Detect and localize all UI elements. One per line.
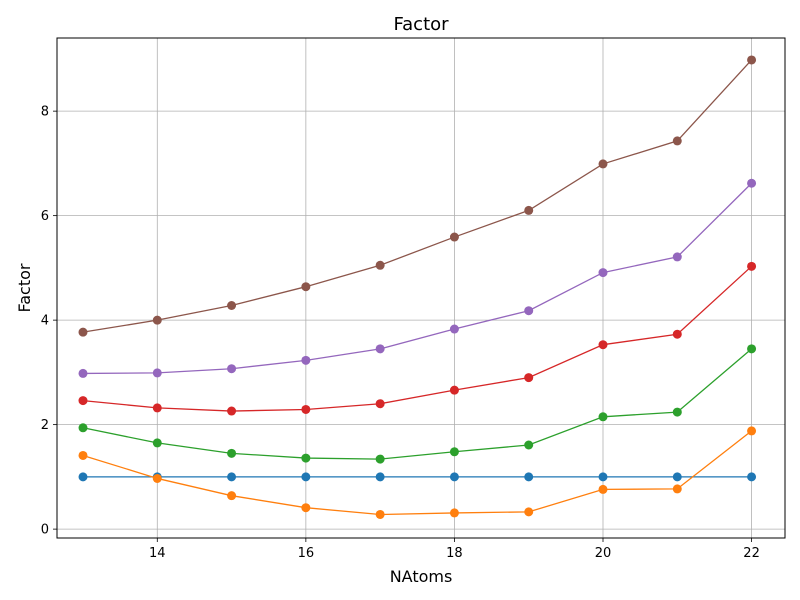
- y-axis-label: Factor: [15, 263, 34, 312]
- data-point: [747, 426, 757, 436]
- data-point: [78, 368, 88, 378]
- data-point: [449, 324, 459, 334]
- data-point: [78, 396, 88, 406]
- data-point: [301, 355, 311, 365]
- y-tick-label: 2: [41, 418, 49, 433]
- data-point: [672, 472, 682, 482]
- data-point: [672, 136, 682, 146]
- y-tick-label: 0: [41, 523, 49, 538]
- data-point: [227, 472, 237, 482]
- data-point: [598, 159, 608, 169]
- data-point: [524, 205, 534, 215]
- data-point: [524, 440, 534, 450]
- series-line: [82, 265, 753, 412]
- chart-title: Factor: [393, 14, 449, 35]
- y-tick-label: 8: [41, 105, 49, 120]
- data-point: [449, 447, 459, 457]
- grid: [57, 38, 785, 538]
- x-tick-label: 18: [446, 546, 463, 561]
- data-point: [375, 454, 385, 464]
- data-point: [375, 344, 385, 354]
- data-point: [524, 507, 534, 517]
- data-point: [375, 260, 385, 270]
- data-point: [598, 484, 608, 494]
- data-point: [747, 344, 757, 354]
- series-line: [82, 182, 753, 375]
- data-point: [449, 385, 459, 395]
- y-tick-label: 4: [41, 314, 49, 329]
- data-point: [375, 509, 385, 519]
- data-point: [227, 406, 237, 416]
- data-point: [375, 472, 385, 482]
- series-line: [82, 348, 752, 460]
- data-point: [375, 399, 385, 409]
- data-point: [301, 472, 311, 482]
- data-point: [227, 448, 237, 458]
- x-tick-label: 16: [298, 546, 315, 561]
- data-point: [78, 327, 88, 337]
- x-tick-label: 22: [743, 546, 760, 561]
- series-line: [82, 59, 753, 333]
- data-point: [301, 453, 311, 463]
- data-point: [78, 450, 88, 460]
- data-point: [227, 301, 237, 311]
- data-point: [524, 472, 534, 482]
- data-point: [152, 315, 162, 325]
- data-point: [524, 373, 534, 383]
- data-point: [672, 484, 682, 494]
- data-point: [301, 404, 311, 414]
- y-tick-label: 6: [41, 209, 49, 224]
- data-point: [747, 472, 757, 482]
- data-point: [598, 412, 608, 422]
- data-point: [598, 472, 608, 482]
- data-point: [672, 252, 682, 262]
- data-point: [598, 268, 608, 278]
- data-point: [152, 473, 162, 483]
- data-point: [747, 55, 757, 65]
- ticks: 14 16 18 20 22 0 2 4 6 8: [41, 105, 760, 561]
- series-line: [82, 430, 752, 516]
- data-point: [152, 368, 162, 378]
- data-point: [449, 472, 459, 482]
- data-point: [301, 503, 311, 513]
- data-point: [598, 340, 608, 350]
- series-2: [78, 426, 757, 519]
- series-group: [78, 55, 757, 519]
- data-point: [672, 407, 682, 417]
- data-point: [152, 403, 162, 413]
- data-point: [227, 364, 237, 374]
- series-6: [78, 55, 757, 337]
- x-axis-label: NAtoms: [390, 567, 453, 586]
- data-point: [301, 282, 311, 292]
- data-point: [152, 438, 162, 448]
- data-point: [524, 306, 534, 316]
- series-3: [78, 344, 757, 464]
- x-tick-label: 20: [595, 546, 612, 561]
- data-point: [449, 232, 459, 242]
- x-tick-label: 14: [149, 546, 166, 561]
- data-point: [227, 491, 237, 501]
- series-4: [78, 261, 757, 416]
- data-point: [449, 508, 459, 518]
- series-5: [78, 178, 757, 378]
- data-point: [78, 472, 88, 482]
- data-point: [672, 329, 682, 339]
- data-point: [747, 261, 757, 271]
- plot-frame: [56, 37, 786, 539]
- data-point: [78, 423, 88, 433]
- data-point: [747, 178, 757, 188]
